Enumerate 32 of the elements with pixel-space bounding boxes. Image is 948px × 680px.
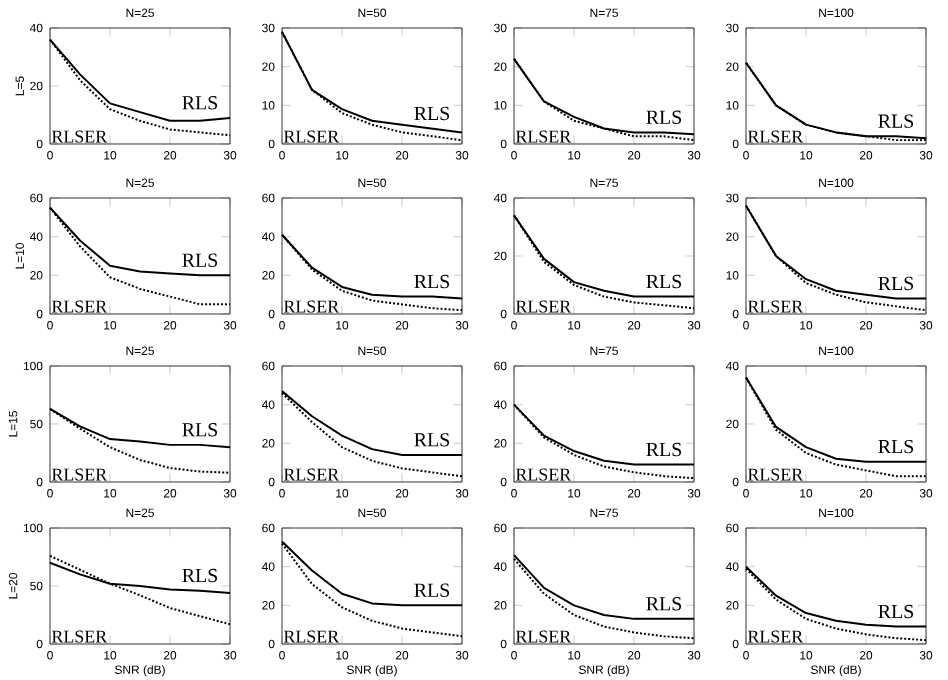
series-label: RLSER [283, 468, 340, 481]
series-label: RLSER [283, 300, 340, 313]
series-label: RLSER [747, 630, 804, 643]
series-label: RLS [646, 442, 682, 457]
series-label: RLS [182, 423, 218, 437]
series-label: RLSER [51, 130, 108, 143]
series-label: RLSER [747, 300, 804, 313]
series-label: RLS [878, 276, 914, 291]
series-label: RLSER [515, 630, 572, 643]
series-label: RLSER [283, 630, 340, 643]
series-label: RLS [646, 597, 682, 611]
series-label: RLS [414, 274, 450, 289]
series-label: RLSER [51, 468, 108, 481]
series-label: RLS [182, 96, 218, 110]
series-label: RLS [646, 110, 682, 124]
series-label: RLSER [51, 300, 108, 313]
series-label: RLSER [515, 468, 572, 481]
text: RLSER [51, 630, 108, 643]
series-label: RLS [878, 439, 914, 454]
series-label: RLSER [515, 130, 572, 143]
series-label: RLSER [515, 300, 572, 313]
series-label: RLS [414, 106, 450, 121]
series-label: RLS [182, 568, 218, 583]
series-label: RLS [414, 433, 450, 447]
series-label: RLS [646, 274, 682, 289]
series-label: RLSER [747, 130, 804, 143]
series-label: RLS [878, 114, 914, 128]
series-label: RLS [878, 604, 914, 619]
series-label: RLSER [747, 468, 804, 481]
series-label: RLS [414, 583, 450, 597]
series-label: RLSER [283, 130, 340, 143]
series-label: RLS [182, 253, 218, 267]
